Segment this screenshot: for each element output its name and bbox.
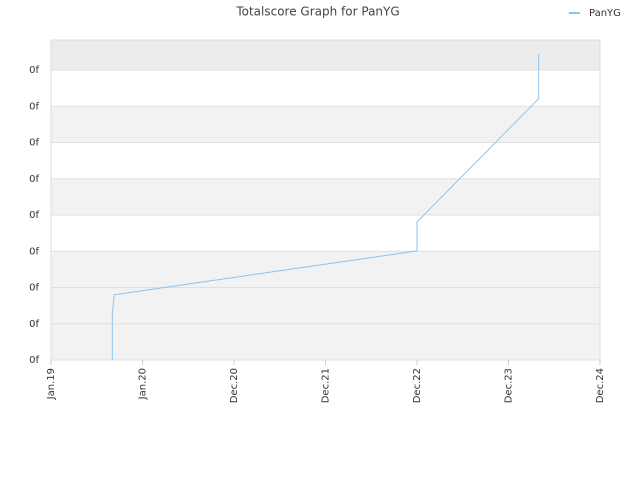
y-tick-label: 0f bbox=[29, 101, 39, 112]
y-tick-label: 0f bbox=[29, 246, 39, 257]
plot-band bbox=[51, 215, 600, 252]
y-tick-label: 0f bbox=[29, 355, 39, 366]
plot-band bbox=[51, 323, 600, 360]
plot-band bbox=[51, 287, 600, 324]
y-tick-label: 0f bbox=[29, 319, 39, 330]
x-tick-label: Dec.23 bbox=[504, 368, 515, 403]
x-tick-label: Jan.20 bbox=[138, 368, 149, 400]
legend-label: PanYG bbox=[589, 8, 621, 19]
plot-band bbox=[51, 178, 600, 216]
plot-band bbox=[51, 142, 600, 179]
plot-band bbox=[51, 70, 600, 107]
y-tick-label: 0f bbox=[29, 210, 39, 221]
y-tick-label: 0f bbox=[29, 283, 39, 294]
x-tick-label: Dec.22 bbox=[412, 368, 423, 403]
x-tick-label: Dec.24 bbox=[595, 368, 606, 403]
x-tick-label: Dec.20 bbox=[229, 368, 240, 403]
plot-band bbox=[51, 251, 600, 288]
y-tick-label: 0f bbox=[29, 65, 39, 76]
y-tick-label: 0f bbox=[29, 138, 39, 149]
series-line bbox=[111, 54, 540, 360]
x-tick-label: Dec.21 bbox=[321, 368, 332, 403]
x-tick-label: Jan.19 bbox=[46, 368, 57, 400]
y-tick-label: 0f bbox=[29, 174, 39, 185]
plot-band bbox=[51, 40, 600, 71]
plot-band bbox=[51, 106, 600, 143]
chart-title: Totalscore Graph for PanYG bbox=[235, 5, 399, 19]
